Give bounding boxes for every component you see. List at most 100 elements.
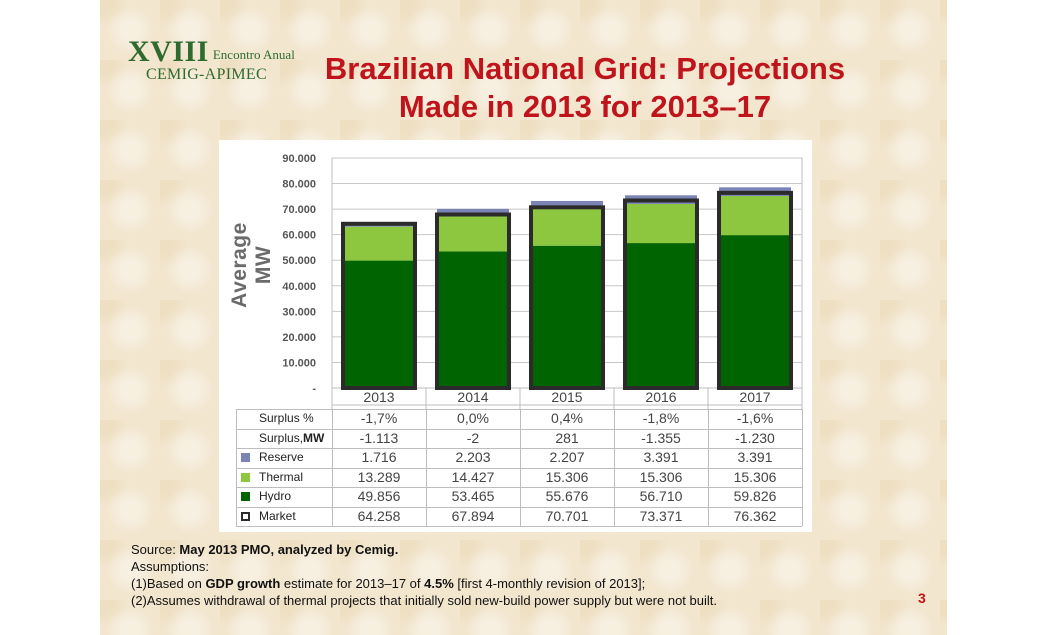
slide-title-line1: Brazilian National Grid: Projections xyxy=(324,51,846,86)
logo-roman-numeral: XVIII xyxy=(128,35,209,68)
table-cell: -1,6% xyxy=(736,410,774,426)
table-cell: -1,7% xyxy=(360,410,398,426)
table-row: Market 64.258 67.894 70.701 73.371 76.362 xyxy=(236,507,802,527)
row-label-text: Surplus % xyxy=(259,411,314,425)
table-cell: 0,0% xyxy=(457,410,489,426)
event-logo: XVIII Encontro Anual CEMIG-APIMEC xyxy=(128,35,295,84)
table-cell: 0,4% xyxy=(551,410,583,426)
y-tick-label: 60.000 xyxy=(282,230,316,242)
source-text: May 2013 PMO, analyzed by Cemig. xyxy=(179,542,399,557)
page-number: 3 xyxy=(918,590,926,606)
row-label: Reserve xyxy=(238,448,304,468)
footer-notes: Source: May 2013 PMO, analyzed by Cemig.… xyxy=(131,541,717,609)
row-label-text: Reserve xyxy=(259,450,304,464)
table-cell: 14.427 xyxy=(451,468,495,485)
bar-thermal-2013 xyxy=(343,226,415,261)
table-column-rule xyxy=(708,409,709,526)
slide-title-line2: Made in 2013 for 2013–17 xyxy=(398,89,772,124)
table-cell: 67.894 xyxy=(451,507,495,524)
a1-rate: 4.5% xyxy=(424,576,454,591)
table-cell: -1,8% xyxy=(642,410,680,426)
slide: XVIII Encontro Anual CEMIG-APIMEC Brazil… xyxy=(100,0,947,635)
table-cell: -1.230 xyxy=(735,429,775,446)
bar-hydro-2013 xyxy=(343,260,415,388)
table-row: Surplus % -1,7% 0,0% 0,4% -1,8% -1,6% xyxy=(236,409,802,429)
row-label-text: Surplus, xyxy=(259,430,304,445)
source-line: Source: May 2013 PMO, analyzed by Cemig. xyxy=(131,541,717,558)
table-cell: 3.391 xyxy=(737,449,773,465)
bar-thermal-2015 xyxy=(531,206,603,246)
logo-organization: CEMIG-APIMEC xyxy=(146,66,267,83)
table-cell: -2 xyxy=(466,429,480,446)
x-tick-label: 2017 xyxy=(739,389,770,405)
table-cell: 2.207 xyxy=(549,449,585,465)
table-cell: 13.289 xyxy=(357,468,401,485)
table-column-rule xyxy=(426,409,427,526)
bar-market-outline-2017 xyxy=(717,190,793,391)
y-tick-label: 70.000 xyxy=(282,204,316,216)
table-column-rule xyxy=(520,409,521,526)
bar-thermal-2016 xyxy=(625,203,697,244)
y-tick-label: 10.000 xyxy=(282,357,316,369)
table-rule xyxy=(236,506,802,508)
table-cell: 15.306 xyxy=(733,468,777,485)
assumption-1: (1)Based on GDP growth estimate for 2013… xyxy=(131,575,717,592)
table-rule xyxy=(236,428,802,430)
table-cell: 76.362 xyxy=(733,507,777,524)
table-cell: 53.465 xyxy=(451,488,495,504)
table-cell: 73.371 xyxy=(639,507,683,524)
bar-thermal-2014 xyxy=(437,214,509,252)
legend-key-thermal xyxy=(241,472,250,482)
assumption-2: (2)Assumes withdrawal of thermal project… xyxy=(131,593,717,608)
legend-key-market xyxy=(241,511,250,521)
y-tick-label: - xyxy=(312,383,316,395)
x-tick-label: 2013 xyxy=(363,389,394,405)
table-rule xyxy=(236,487,802,488)
table-rule xyxy=(236,448,802,449)
a1-suffix: [first 4-monthly revision of 2013]; xyxy=(453,576,646,591)
bar-reserve-2015 xyxy=(531,200,603,207)
table-row: Thermal 13.289 14.427 15.306 15.306 15.306 xyxy=(236,468,802,488)
table-row: Reserve 1.716 2.203 2.207 3.391 3.391 xyxy=(236,448,802,468)
table-cell: 15.306 xyxy=(639,468,683,485)
y-tick-label: 40.000 xyxy=(282,281,316,293)
legend-key-reserve xyxy=(241,453,250,463)
row-label-text: Market xyxy=(259,508,296,523)
table-rule xyxy=(236,526,802,527)
logo-subtitle: Encontro Anual xyxy=(212,47,295,62)
table-cell: 3.391 xyxy=(643,449,679,465)
table-rule xyxy=(236,409,802,410)
bar-market-outline-2013 xyxy=(341,221,417,390)
chart-panel: Average MW -10.000 20.000 30.000 40.000 50.0… xyxy=(219,140,812,532)
bar-market-outline-2014 xyxy=(435,212,511,390)
row-label-unit: MW xyxy=(303,430,325,445)
a1-prefix: (1)Based on xyxy=(131,576,206,591)
row-label: Surplus, MW xyxy=(238,429,324,449)
row-label: Surplus % xyxy=(238,409,314,429)
y-tick-label: 80.000 xyxy=(282,179,316,191)
bar-hydro-2016 xyxy=(625,243,697,388)
legend-key-hydro xyxy=(241,492,250,502)
x-tick-label: 2014 xyxy=(457,389,488,405)
y-tick-label: 90.000 xyxy=(282,153,316,165)
table-column-rule xyxy=(236,409,237,526)
row-label-text: Hydro xyxy=(259,489,292,503)
bar-hydro-2014 xyxy=(437,251,509,388)
table-cell: 59.826 xyxy=(733,488,777,504)
table-cell: -1.113 xyxy=(359,429,399,446)
bar-hydro-2017 xyxy=(719,235,791,388)
row-label-text: Thermal xyxy=(259,469,304,484)
y-tick-label: 30.000 xyxy=(282,306,316,318)
table-cell: 70.701 xyxy=(545,507,589,524)
y-tick-label: 20.000 xyxy=(282,332,316,344)
assumptions-label: Assumptions: xyxy=(131,559,210,574)
table-row: Surplus, MW -1.113 -2 281 -1.355 -1.230 xyxy=(236,429,802,449)
bar-reserve-2014 xyxy=(437,208,509,215)
x-tick-label: 2015 xyxy=(551,389,582,405)
table-cell: 2.203 xyxy=(455,449,491,465)
table-cell: 281 xyxy=(555,429,579,446)
x-tick-label: 2016 xyxy=(645,389,676,405)
slide-title: Brazilian National Grid: Projections Mad… xyxy=(285,50,885,126)
table-column-rule xyxy=(802,409,803,526)
table-cell: 49.856 xyxy=(357,488,401,504)
